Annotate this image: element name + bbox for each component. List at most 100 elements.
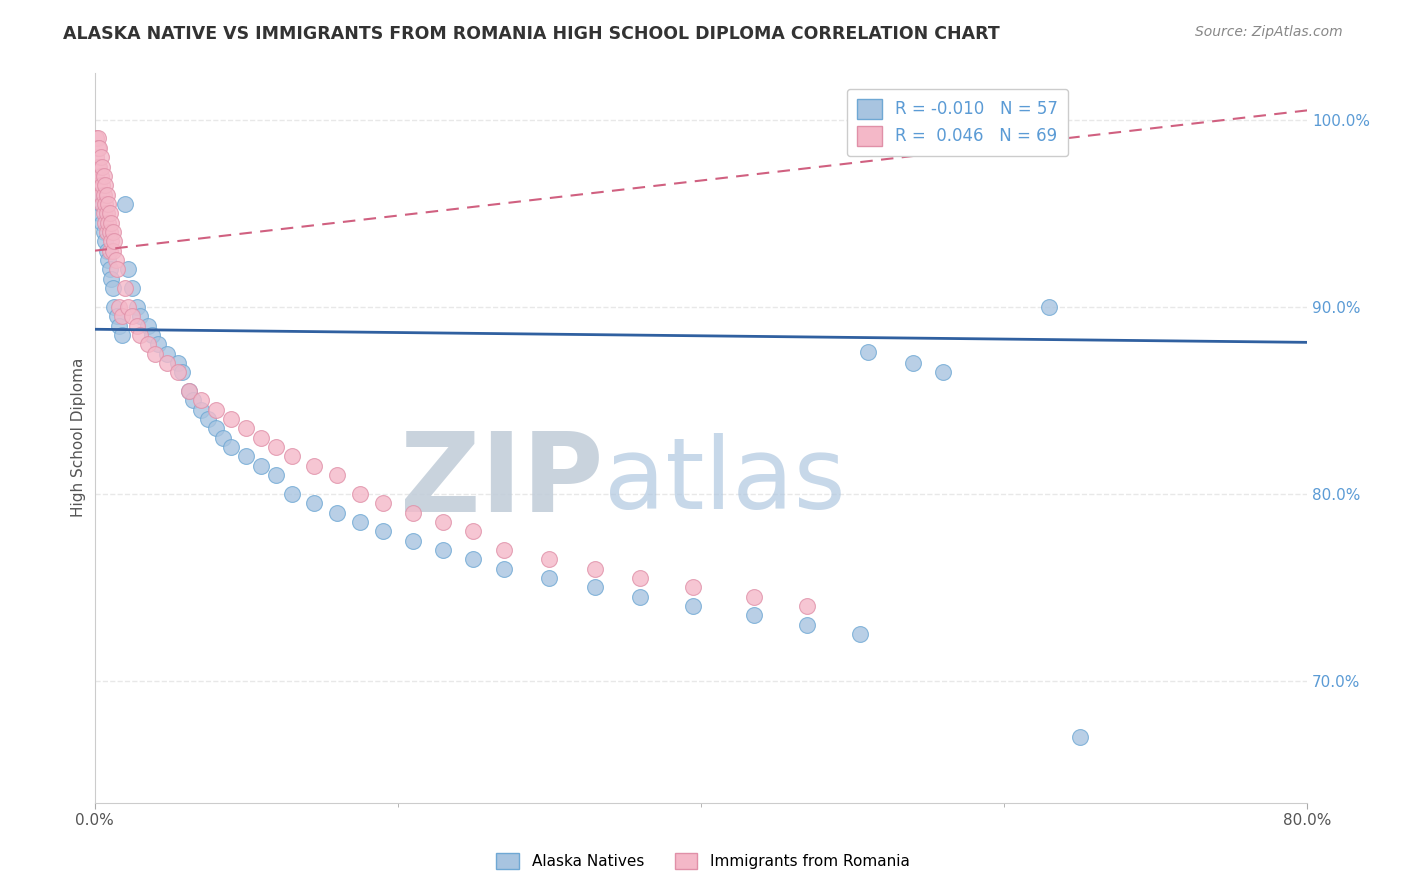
Point [856, 344, 879, 359]
Point [97, 253, 120, 268]
Point [94, 178, 117, 193]
Point [84, 131, 107, 145]
Point [583, 581, 606, 595]
Point [326, 468, 349, 483]
Point [402, 506, 425, 520]
Point [177, 384, 200, 398]
Point [148, 337, 170, 351]
Point [98, 225, 121, 239]
Point [114, 197, 136, 211]
Point [101, 244, 124, 258]
Point [204, 421, 226, 435]
Point [492, 543, 515, 558]
Text: atlas: atlas [603, 433, 845, 530]
Point [94, 235, 117, 249]
Point [87, 178, 110, 193]
Point [197, 412, 219, 426]
Point [98, 262, 121, 277]
Point [86, 141, 108, 155]
Point [628, 590, 651, 604]
Point [87, 141, 110, 155]
Point [94, 197, 117, 211]
Point [156, 346, 179, 360]
Point [91, 197, 114, 211]
Point [583, 562, 606, 576]
Point [90, 197, 112, 211]
Point [349, 487, 371, 501]
Point [219, 412, 242, 426]
Point [101, 225, 124, 239]
Point [121, 309, 143, 323]
Point [167, 365, 190, 379]
Point [97, 197, 120, 211]
Point [117, 300, 139, 314]
Point [349, 515, 371, 529]
Point [86, 131, 108, 145]
Point [129, 309, 152, 323]
Point [96, 187, 118, 202]
Point [101, 281, 124, 295]
Point [682, 581, 704, 595]
Point [93, 206, 115, 220]
Point [932, 365, 955, 379]
Point [219, 440, 242, 454]
Point [125, 318, 148, 333]
Point [91, 178, 114, 193]
Point [90, 187, 112, 202]
Point [538, 552, 561, 566]
Point [742, 590, 765, 604]
Point [141, 327, 163, 342]
Point [204, 402, 226, 417]
Point [117, 262, 139, 277]
Text: Source: ZipAtlas.com: Source: ZipAtlas.com [1195, 25, 1343, 39]
Point [103, 235, 125, 249]
Text: ZIP: ZIP [401, 428, 603, 535]
Point [136, 337, 159, 351]
Point [371, 524, 394, 539]
Point [901, 356, 924, 370]
Point [402, 533, 425, 548]
Point [212, 431, 235, 445]
Point [796, 617, 818, 632]
Point [136, 318, 159, 333]
Point [93, 187, 115, 202]
Point [235, 421, 257, 435]
Point [156, 356, 179, 370]
Point [105, 262, 128, 277]
Point [304, 458, 326, 473]
Point [1069, 730, 1091, 744]
Point [796, 599, 818, 613]
Point [96, 225, 118, 239]
Point [266, 468, 288, 483]
Legend: Alaska Natives, Immigrants from Romania: Alaska Natives, Immigrants from Romania [491, 847, 915, 875]
Point [100, 216, 122, 230]
Point [98, 206, 121, 220]
Point [93, 169, 115, 183]
Point [87, 160, 110, 174]
Point [250, 458, 273, 473]
Point [304, 496, 326, 510]
Point [235, 450, 257, 464]
Point [98, 244, 121, 258]
Point [103, 300, 125, 314]
Point [371, 496, 394, 510]
Point [100, 271, 122, 285]
Point [280, 450, 302, 464]
Point [463, 552, 485, 566]
Point [129, 327, 152, 342]
Point [84, 169, 107, 183]
Point [432, 543, 454, 558]
Text: ALASKA NATIVE VS IMMIGRANTS FROM ROMANIA HIGH SCHOOL DIPLOMA CORRELATION CHART: ALASKA NATIVE VS IMMIGRANTS FROM ROMANIA… [63, 25, 1000, 43]
Point [86, 187, 108, 202]
Point [111, 309, 134, 323]
Y-axis label: High School Diploma: High School Diploma [72, 358, 86, 517]
Point [100, 235, 122, 249]
Point [90, 150, 112, 164]
Legend: R = -0.010   N = 57, R =  0.046   N = 69: R = -0.010 N = 57, R = 0.046 N = 69 [848, 88, 1069, 156]
Point [125, 300, 148, 314]
Point [628, 571, 651, 585]
Point [93, 225, 115, 239]
Point [104, 253, 127, 268]
Point [90, 169, 112, 183]
Point [108, 300, 131, 314]
